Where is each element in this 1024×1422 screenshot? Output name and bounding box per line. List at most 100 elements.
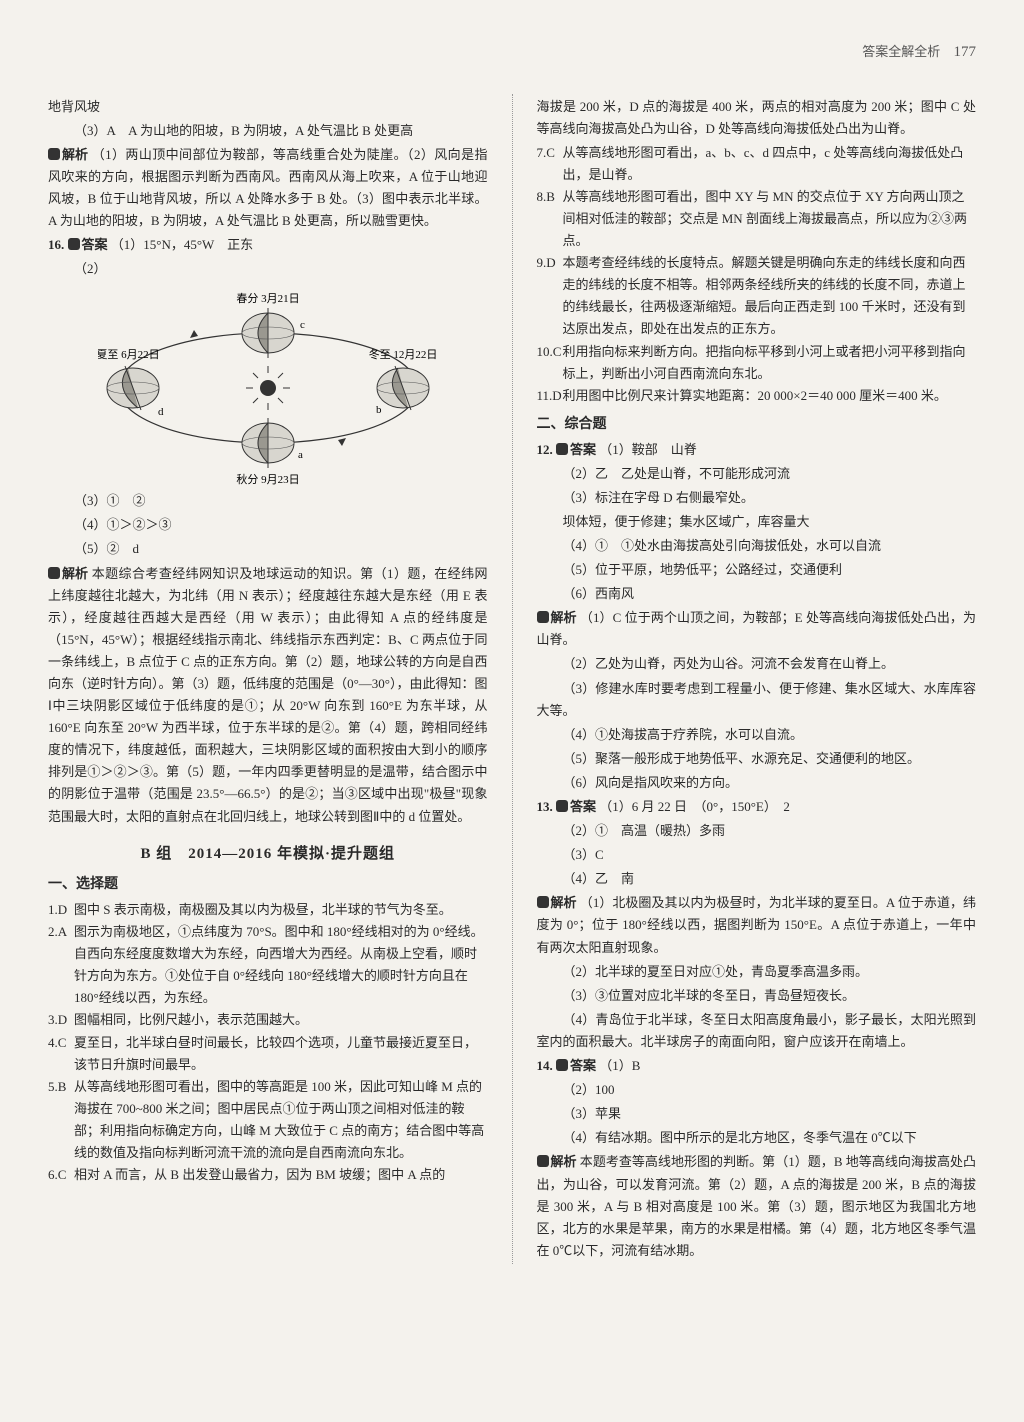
text: （3）C — [537, 844, 977, 866]
left-column: 地背风坡 （3）A A 为山地的阳坡，B 为阴坡，A 处气温比 B 处更高 解析… — [48, 94, 488, 1264]
text: （5）聚落一般形成于地势低平、水源充足、交通便利的地区。 — [537, 748, 977, 770]
label-winter: 冬至 12月22日 — [368, 347, 437, 361]
text: （6）风向是指风吹来的方向。 — [537, 772, 977, 794]
bullet-icon — [556, 1059, 568, 1071]
q-number: 3.D — [48, 1009, 74, 1031]
text: （3）标注在字母 D 右侧最窄处。 — [537, 487, 977, 509]
q13: 13. 答案 （1）6 月 22 日 （0°，150°E） 2 — [537, 796, 977, 818]
text: 坝体短，便于修建；集水区域广，库容量大 — [537, 511, 977, 533]
text: 利用图中比例尺来计算实地距离：20 000×2＝40 000 厘米＝400 米。 — [563, 385, 977, 407]
bullet-icon — [537, 896, 549, 908]
q-number: 7.C — [537, 142, 563, 186]
q-number: 11.D — [537, 385, 563, 407]
text: （2）100 — [537, 1079, 977, 1101]
text: 图示为南极地区，①点纬度为 70°S。图中和 180°经线相对的为 0°经线。自… — [74, 921, 488, 1009]
bullet-icon — [48, 148, 60, 160]
text: （5）② d — [48, 538, 488, 560]
q-number: 5.B — [48, 1076, 74, 1164]
text: （5）位于平原，地势低平；公路经过，交通便利 — [537, 559, 977, 581]
choice-heading: 一、选择题 — [48, 873, 488, 897]
q12: 12. 答案 （1）鞍部 山脊 — [537, 439, 977, 461]
text: （1）北极圈及其以内为极昼时，为北半球的夏至日。A 位于赤道，纬度为 0°；位于… — [537, 895, 977, 954]
text: 海拔是 200 米，D 点的海拔是 400 米，两点的相对高度为 200 米；图… — [537, 96, 977, 140]
text: 本题综合考查经纬网知识及地球运动的知识。第（1）题，在经纬网上纬度越往北越大，为… — [48, 566, 488, 824]
analysis-label: 解析 — [62, 563, 88, 585]
analysis-block: 解析 （1）两山顶中间部位为鞍部，等高线重合处为陡崖。（2）风向是指风吹来的方向… — [48, 144, 488, 232]
q-number: 12. — [537, 439, 553, 461]
text: （2）乙 乙处是山脊，不可能形成河流 — [537, 463, 977, 485]
text: （3）① ② — [48, 490, 488, 512]
text: （1）6 月 22 日 （0°，150°E） 2 — [599, 799, 790, 814]
q7: 7.C从等高线地形图可看出，a、b、c、d 四点中，c 处等高线向海拔低处凸出，… — [537, 142, 977, 186]
earth-orbit-diagram: 春分 3月21日 夏至 6月22日 秋分 9月23日 冬至 12月22日 a b… — [98, 288, 438, 488]
sun-icon — [260, 380, 276, 396]
text: 相对 A 而言，从 B 出发登山最省力，因为 BM 坡缓；图中 A 点的 — [74, 1164, 488, 1186]
analysis-block: 解析 本题考查等高线地形图的判断。第（1）题，B 地等高线向海拔高处凸出，为山谷… — [537, 1151, 977, 1261]
q4: 4.C夏至日，北半球白昼时间最长，比较四个选项，儿童节最接近夏至日，该节日升旗时… — [48, 1032, 488, 1076]
text: 本题考查经纬线的长度特点。解题关键是明确向东走的纬线长度和向西走的纬线的长度不相… — [563, 252, 977, 340]
text: （4）有结冰期。图中所示的是北方地区，冬季气温在 0℃以下 — [537, 1127, 977, 1149]
bullet-icon — [537, 1155, 549, 1167]
text: （6）西南风 — [537, 583, 977, 605]
right-column: 海拔是 200 米，D 点的海拔是 400 米，两点的相对高度为 200 米；图… — [537, 94, 977, 1264]
q-number: 10.C — [537, 341, 563, 385]
q6: 6.C相对 A 而言，从 B 出发登山最省力，因为 BM 坡缓；图中 A 点的 — [48, 1164, 488, 1186]
text: 利用指向标来判断方向。把指向标平移到小河上或者把小河平移到指向标上，判断出小河自… — [563, 341, 977, 385]
text: （2）北半球的夏至日对应①处，青岛夏季高温多雨。 — [537, 961, 977, 983]
label-c: c — [300, 319, 305, 331]
text: （3）苹果 — [537, 1103, 977, 1125]
text: （4）① ①处水由海拔高处引向海拔低处，水可以自流 — [537, 535, 977, 557]
text: （4）①处海拔高于疗养院，水可以自流。 — [537, 724, 977, 746]
q-number: 9.D — [537, 252, 563, 340]
q-number: 8.B — [537, 186, 563, 252]
bullet-icon — [68, 238, 80, 250]
q5: 5.B从等高线地形图可看出，图中的等高距是 100 米，因此可知山峰 M 点的海… — [48, 1076, 488, 1164]
text: （4）青岛位于北半球，冬至日太阳高度角最小，影子最长，太阳光照到室内的面积最大。… — [537, 1009, 977, 1053]
q-number: 16. — [48, 234, 64, 256]
globe-summer — [107, 366, 159, 410]
text: （1）C 位于两个山顶之间，为鞍部；E 处等高线向海拔低处凸出，为山脊。 — [537, 610, 977, 647]
text: （1）两山顶中间部位为鞍部，等高线重合处为陡崖。（2）风向是指风吹来的方向，根据… — [48, 147, 488, 228]
analysis-label: 解析 — [551, 1151, 577, 1173]
label-b: b — [376, 404, 382, 416]
q10: 10.C利用指向标来判断方向。把指向标平移到小河上或者把小河平移到指向标上，判断… — [537, 341, 977, 385]
q-number: 1.D — [48, 899, 74, 921]
label-a: a — [298, 449, 303, 461]
bullet-icon — [537, 611, 549, 623]
label-autumn: 秋分 9月23日 — [236, 472, 299, 486]
q1: 1.D图中 S 表示南极，南极圈及其以内为极昼，北半球的节气为冬至。 — [48, 899, 488, 921]
text: （2）① 高温（暖热）多雨 — [537, 820, 977, 842]
q3: 3.D图幅相同，比例尺越小，表示范围越大。 — [48, 1009, 488, 1031]
q14: 14. 答案 （1）B — [537, 1055, 977, 1077]
globe-spring — [242, 308, 294, 358]
globe-winter — [377, 366, 429, 410]
label-summer: 夏至 6月22日 — [98, 348, 160, 361]
answer-label: 答案 — [570, 796, 596, 818]
column-divider — [512, 94, 513, 1264]
text: （4）①＞②＞③ — [48, 514, 488, 536]
q8: 8.B从等高线地形图可看出，图中 XY 与 MN 的交点位于 XY 方向两山顶之… — [537, 186, 977, 252]
text: （4）乙 南 — [537, 868, 977, 890]
group-b-title: B 组 2014—2016 年模拟·提升题组 — [48, 842, 488, 868]
answer-label: 答案 — [82, 234, 108, 256]
q-number: 14. — [537, 1055, 553, 1077]
q-number: 2.A — [48, 921, 74, 1009]
text: 本题考查等高线地形图的判断。第（1）题，B 地等高线向海拔高处凸出，为山谷，可以… — [537, 1154, 977, 1257]
page: 答案全解全析 177 地背风坡 （3）A A 为山地的阳坡，B 为阴坡，A 处气… — [0, 0, 1024, 1314]
bullet-icon — [556, 443, 568, 455]
text: （1）15°N，45°W 正东 — [111, 237, 253, 252]
text: （3）③位置对应北半球的冬至日，青岛昼短夜长。 — [537, 985, 977, 1007]
bullet-icon — [48, 567, 60, 579]
text: 从等高线地形图可看出，图中 XY 与 MN 的交点位于 XY 方向两山顶之间相对… — [563, 186, 977, 252]
text: （1）B — [599, 1058, 640, 1073]
text: 从等高线地形图可看出，图中的等高距是 100 米，因此可知山峰 M 点的海拔在 … — [74, 1076, 488, 1164]
comprehensive-heading: 二、综合题 — [537, 413, 977, 437]
answer-label: 答案 — [570, 1055, 596, 1077]
text: 夏至日，北半球白昼时间最长，比较四个选项，儿童节最接近夏至日，该节日升旗时间最早… — [74, 1032, 488, 1076]
answer-label: 答案 — [570, 439, 596, 461]
q2: 2.A图示为南极地区，①点纬度为 70°S。图中和 180°经线相对的为 0°经… — [48, 921, 488, 1009]
q-number: 13. — [537, 796, 553, 818]
text: （2） — [48, 258, 488, 280]
text: （3）修建水库时要考虑到工程量小、便于修建、集水区域大、水库库容大等。 — [537, 678, 977, 722]
analysis-block: 解析 （1）北极圈及其以内为极昼时，为北半球的夏至日。A 位于赤道，纬度为 0°… — [537, 892, 977, 958]
